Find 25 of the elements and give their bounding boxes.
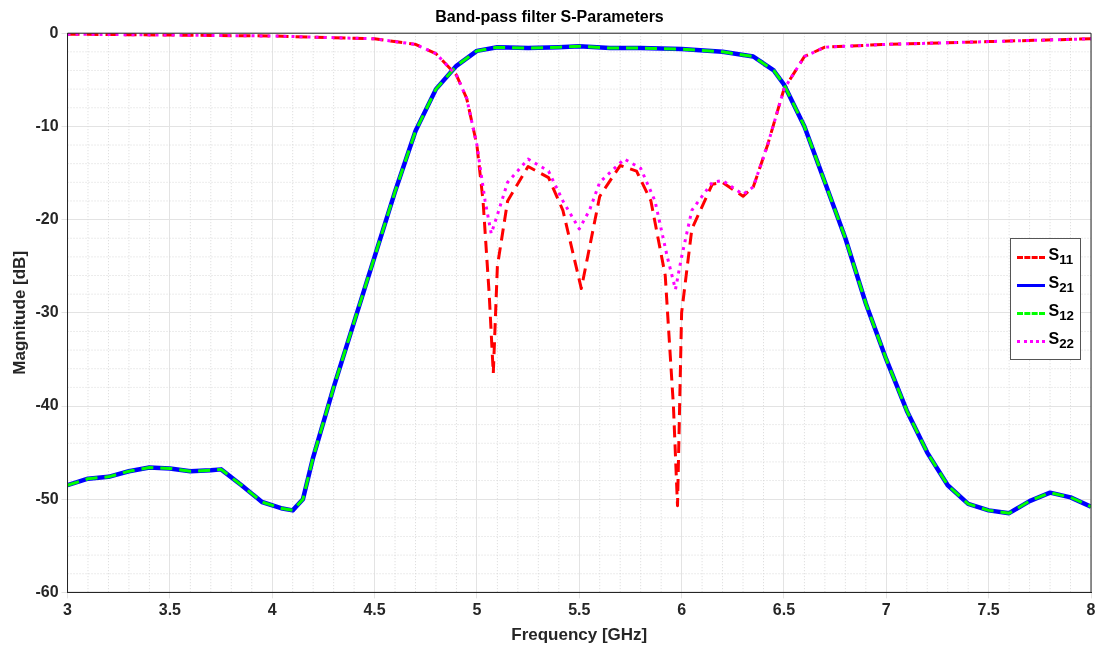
x-tick-label: 4 xyxy=(267,601,277,619)
y-tick-label: -50 xyxy=(35,489,59,507)
x-tick-label: 6.5 xyxy=(772,601,796,619)
legend-label: S$_{12}$ xyxy=(1048,302,1074,324)
x-tick-label: 3 xyxy=(63,601,73,619)
x-tick-label: 5 xyxy=(472,601,482,619)
y-tick-label: -20 xyxy=(35,210,59,228)
x-tick-label: 5.5 xyxy=(568,601,591,619)
x-tick-label: 4.5 xyxy=(363,601,386,619)
legend-label: S$_{21}$ xyxy=(1048,274,1074,296)
x-tick-label: 7 xyxy=(881,601,891,619)
x-tick-label: 8 xyxy=(1086,601,1096,619)
y-tick-label: -10 xyxy=(35,116,59,134)
x-axis-title: Frequency [GHz] xyxy=(511,625,648,645)
y-tick-label: 0 xyxy=(49,23,59,41)
y-tick-label: -30 xyxy=(35,303,59,321)
y-axis-title: Magnitude [dB] xyxy=(9,250,29,375)
y-tick-label: -60 xyxy=(35,582,59,600)
x-tick-label: 3.5 xyxy=(158,601,182,619)
chart-title: Band-pass filter S-Parameters xyxy=(435,8,664,26)
legend-label: S$_{22}$ xyxy=(1048,330,1074,352)
y-tick-label: -40 xyxy=(35,396,59,414)
legend-label: S$_{11}$ xyxy=(1048,246,1074,268)
x-tick-label: 6 xyxy=(677,601,687,619)
x-tick-label: 7.5 xyxy=(977,601,1000,619)
